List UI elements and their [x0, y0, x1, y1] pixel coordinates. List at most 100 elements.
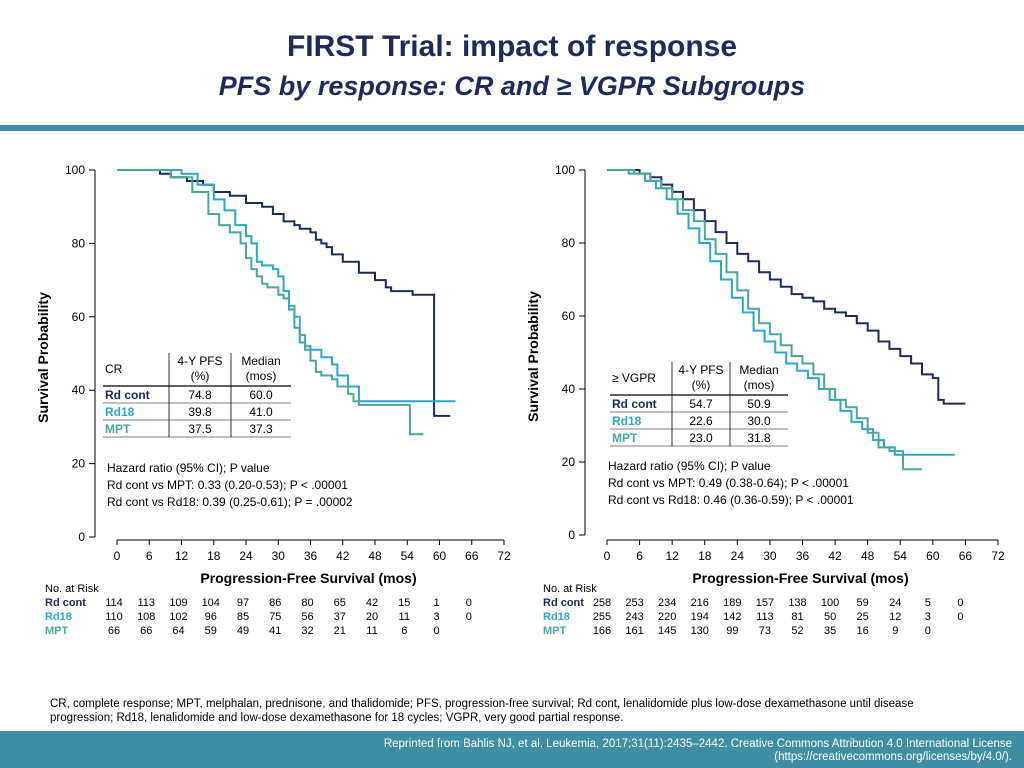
chart2-table-cell: 31.8 — [747, 431, 771, 445]
chart2-y-tick-label: 80 — [562, 236, 576, 250]
chart1-x-tick-label: 36 — [304, 549, 318, 563]
chart1-at-risk-value: 114 — [105, 597, 123, 609]
chart1-table-cell: 37.5 — [188, 422, 212, 436]
chart2-y-tick-label: 20 — [562, 455, 576, 469]
chart1-table-cell: 37.3 — [249, 422, 273, 436]
chart2-series-rd-cont — [607, 169, 966, 405]
chart2-table-row-label: Rd cont — [612, 397, 657, 411]
chart2-at-risk-value: 258 — [593, 597, 611, 609]
footer-bar: Reprinted from Bahlis NJ, et al. Leukemi… — [0, 731, 1024, 768]
chart1-at-risk-name: Rd18 — [45, 611, 72, 623]
chart1-y-tick-label: 80 — [72, 236, 86, 250]
chart1-at-risk-value: 42 — [366, 597, 378, 609]
chart1-annotation: Hazard ratio (95% CI); P value — [107, 461, 270, 475]
chart1-x-tick-label: 18 — [207, 549, 221, 563]
chart2-table-cell: 54.7 — [689, 397, 713, 411]
chart1-y-axis-label: Survival Probability — [35, 292, 51, 423]
chart1-x-tick-label: 60 — [433, 549, 447, 563]
chart1-x-tick-label: 48 — [368, 549, 382, 563]
chart1-at-risk-value: 97 — [237, 597, 249, 609]
chart2-y-axis-label: Survival Probability — [525, 291, 541, 422]
chart1-x-tick-label: 0 — [114, 549, 121, 563]
chart1-series-rd-cont — [117, 169, 451, 417]
chart1-at-risk-value: 65 — [334, 597, 346, 609]
chart1-at-risk-value: 66 — [140, 625, 152, 637]
chart1-at-risk-value: 20 — [366, 611, 378, 623]
chart1-y-tick-label: 100 — [65, 163, 85, 177]
chart2-table-header: (mos) — [744, 378, 775, 392]
chart2-x-tick-label: 0 — [604, 549, 611, 563]
chart2-table-cell: 30.0 — [747, 414, 771, 428]
chart1-at-risk-value: 15 — [398, 597, 410, 609]
chart2-at-risk-value: 81 — [791, 611, 803, 623]
chart1-table-cell: 41.0 — [249, 405, 273, 419]
chart2-at-risk-value: 0 — [925, 625, 931, 637]
chart2-at-risk-value: 59 — [857, 597, 869, 609]
chart2-at-risk-value: 189 — [723, 597, 741, 609]
reference-text: Reprinted from Bahlis NJ, et al. Leukemi… — [383, 738, 1012, 763]
chart2-table-cell: 50.9 — [747, 397, 771, 411]
chart2-at-risk-value: 194 — [691, 611, 709, 623]
chart2-x-tick-label: 30 — [763, 549, 777, 563]
chart1-table-header: Median — [241, 354, 280, 368]
chart2-table-header: (%) — [692, 378, 711, 392]
chart2-x-tick-label: 48 — [861, 549, 875, 563]
chart2-at-risk-value: 100 — [821, 597, 839, 609]
chart2-at-risk-value: 161 — [625, 625, 643, 637]
chart1-at-risk-value: 109 — [169, 597, 187, 609]
chart1-at-risk-label: No. at Risk — [45, 583, 99, 595]
chart2-at-risk-value: 138 — [788, 597, 806, 609]
chart1-at-risk-value: 11 — [399, 611, 410, 623]
chart2-x-tick-label: 6 — [636, 549, 643, 563]
chart2-at-risk-value: 25 — [857, 611, 869, 623]
chart2-annotation: Rd cont vs Rd18: 0.46 (0.36-0.59); P < .… — [608, 493, 854, 507]
chart2-at-risk-value: 3 — [925, 611, 931, 623]
chart2-x-tick-label: 36 — [796, 549, 810, 563]
chart1-y-tick-label: 0 — [78, 530, 85, 544]
chart1-at-risk-value: 1 — [433, 597, 439, 609]
chart2-table-cell: 23.0 — [689, 431, 713, 445]
chart1-at-risk-value: 0 — [433, 625, 439, 637]
slide-title: FIRST Trial: impact of response — [286, 30, 738, 63]
chart1-x-axis-label: Progression-Free Survival (mos) — [200, 570, 416, 586]
chart2-x-tick-label: 12 — [665, 549, 679, 563]
chart1-at-risk-value: 110 — [105, 611, 123, 623]
chart2-at-risk-value: 24 — [889, 597, 901, 609]
chart2-annotation: Hazard ratio (95% CI); P value — [608, 459, 771, 473]
chart2-at-risk-name: Rd cont — [543, 597, 584, 609]
chart2-at-risk-value: 0 — [957, 597, 963, 609]
chart1-table-header: (%) — [191, 369, 210, 383]
chart2-x-tick-label: 54 — [894, 549, 908, 563]
chart1-table-header: CR — [105, 362, 123, 376]
chart2-table-header: Median — [739, 363, 778, 377]
chart2-at-risk-value: 50 — [824, 611, 836, 623]
chart2-annotation: Rd cont vs MPT: 0.49 (0.38-0.64); P < .0… — [608, 476, 849, 490]
chart2-at-risk-value: 9 — [892, 625, 898, 637]
chart2-x-tick-label: 18 — [698, 549, 712, 563]
chart1-table-row-label: Rd cont — [105, 388, 150, 402]
chart1-table-row-label: Rd18 — [105, 405, 135, 419]
chart1-at-risk-value: 59 — [205, 625, 217, 637]
chart2-y-tick-label: 40 — [562, 382, 576, 396]
chart2-at-risk-value: 220 — [658, 611, 676, 623]
chart2-at-risk-value: 52 — [791, 625, 803, 637]
chart1-at-risk-value: 49 — [237, 625, 249, 637]
chart2-at-risk-value: 243 — [625, 611, 643, 623]
chart2-x-tick-label: 42 — [828, 549, 842, 563]
chart2-at-risk-value: 16 — [857, 625, 869, 637]
chart1-at-risk-name: Rd cont — [45, 597, 86, 609]
chart2-at-risk-value: 73 — [759, 625, 771, 637]
chart1-at-risk-value: 37 — [334, 611, 346, 623]
chart1-at-risk-value: 64 — [172, 625, 184, 637]
chart2-at-risk-value: 12 — [889, 611, 901, 623]
chart1-x-tick-label: 42 — [336, 549, 350, 563]
chart2-at-risk-label: No. at Risk — [543, 583, 597, 595]
chart2-at-risk-value: 253 — [625, 597, 643, 609]
chart2-at-risk-value: 216 — [691, 597, 709, 609]
chart2-table-header: ≥ VGPR — [612, 371, 656, 385]
chart2-at-risk-value: 113 — [756, 611, 774, 623]
chart1-table-cell: 74.8 — [188, 388, 212, 402]
chart1-table-header: (mos) — [246, 369, 277, 383]
chart1-at-risk-value: 104 — [202, 597, 220, 609]
chart2-at-risk-value: 99 — [726, 625, 738, 637]
